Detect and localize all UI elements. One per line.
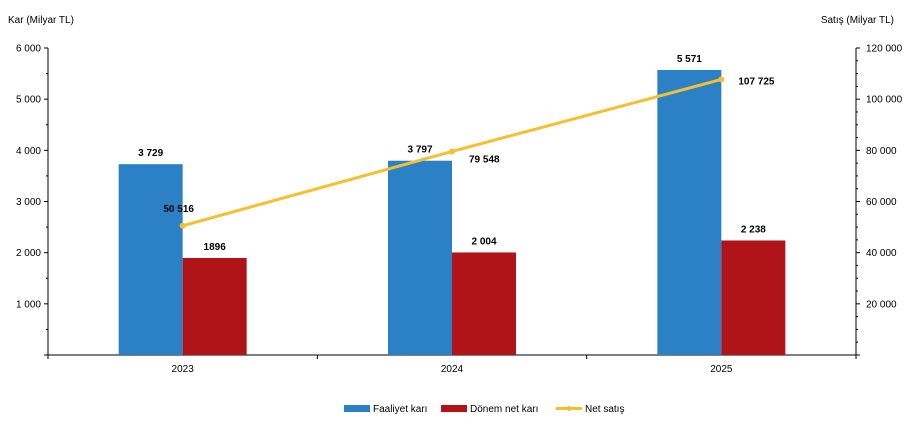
label-donem-net-kari: 1896 [204, 242, 227, 253]
legend-swatch [344, 405, 370, 412]
label-net-satis: 107 725 [738, 76, 775, 87]
left-tick-label: 5 000 [16, 95, 41, 106]
bar-faaliyet-kari [118, 164, 183, 355]
bar-faaliyet-kari [388, 160, 452, 355]
legend-item: Dönem net karı [441, 404, 538, 415]
legend-label: Faaliyet karı [373, 404, 427, 415]
x-tick-label: 2024 [441, 364, 464, 375]
point-net-satis [449, 148, 455, 155]
data-labels-layer: 3 729 3 797 5 571 1896 2 004 2 238 50 516 79 54… [138, 54, 775, 253]
left-tick-label: 1 000 [16, 299, 41, 310]
legend-marker [566, 406, 572, 411]
point-net-satis [179, 222, 186, 229]
bar-donem-net-kari [452, 252, 516, 355]
bar-donem-net-kari [721, 240, 786, 355]
legend-item: Faaliyet karı [344, 404, 427, 415]
legend: Faaliyet karı Dönem net karı Net satış [344, 404, 624, 415]
left-axis-title: Kar (Milyar TL) [8, 15, 74, 26]
x-tick-label: 2025 [710, 364, 733, 375]
label-faaliyet-kari: 3 797 [407, 145, 432, 156]
left-tick-label: 6 000 [16, 44, 41, 55]
legend-item: Net satış [556, 404, 624, 415]
label-faaliyet-kari: 3 729 [138, 148, 163, 159]
bars-layer [118, 69, 786, 355]
right-tick-label: 80 000 [866, 146, 897, 157]
right-axis-title: Satış (Milyar TL) [821, 15, 894, 26]
label-faaliyet-kari: 5 571 [677, 54, 702, 65]
right-tick-label: 120 000 [866, 44, 903, 55]
label-net-satis: 50 516 [163, 204, 194, 215]
right-tick-label: 20 000 [866, 299, 897, 310]
right-tick-label: 60 000 [866, 197, 897, 208]
label-donem-net-kari: 2 238 [741, 224, 766, 235]
right-tick-label: 40 000 [866, 248, 897, 259]
left-tick-label: 2 000 [16, 248, 41, 259]
left-tick-label: 3 000 [16, 197, 41, 208]
right-tick-label: 100 000 [866, 95, 903, 106]
legend-label: Net satış [585, 404, 624, 415]
point-net-satis [718, 76, 725, 83]
left-tick-label: 4 000 [16, 146, 41, 157]
legend-label: Dönem net karı [470, 404, 538, 415]
label-net-satis: 79 548 [469, 154, 500, 165]
line-layer [179, 76, 725, 229]
legend-swatch [441, 405, 467, 412]
x-tick-label: 2023 [172, 364, 195, 375]
bar-faaliyet-kari [657, 69, 722, 355]
label-donem-net-kari: 2 004 [471, 236, 496, 247]
bar-donem-net-kari [182, 257, 247, 355]
